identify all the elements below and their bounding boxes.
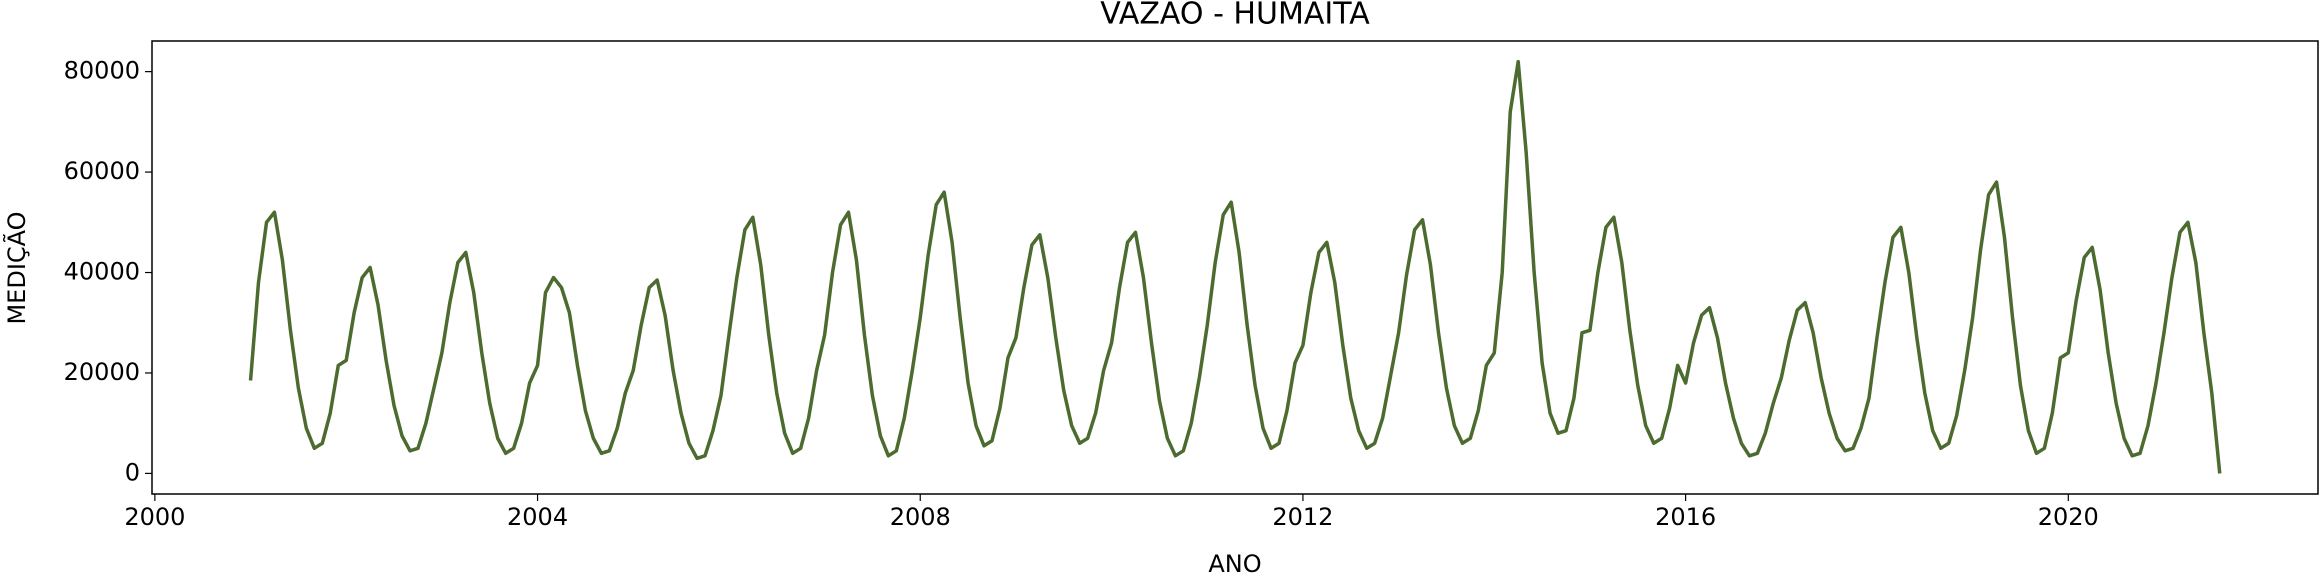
y-tick-label: 20000 (64, 358, 140, 386)
x-tick-label: 2000 (124, 503, 185, 531)
y-axis-label: MEDIÇÃO (1, 211, 31, 324)
plot-frame (151, 40, 2319, 495)
x-tick-label: 2008 (890, 503, 951, 531)
x-tick-label: 2012 (1272, 503, 1333, 531)
x-tick-label: 2004 (507, 503, 568, 531)
y-tick-label: 40000 (64, 258, 140, 286)
x-tick-label: 2020 (2038, 503, 2099, 531)
y-tick-label: 60000 (64, 157, 140, 185)
x-axis-label: ANO (1208, 550, 1261, 578)
x-tick-label: 2016 (1655, 503, 1716, 531)
series-line (248, 59, 2222, 474)
chart-title: VAZAO - HUMAITA (1100, 0, 1370, 32)
y-tick-label: 0 (125, 458, 140, 486)
y-tick-label: 80000 (64, 57, 140, 85)
